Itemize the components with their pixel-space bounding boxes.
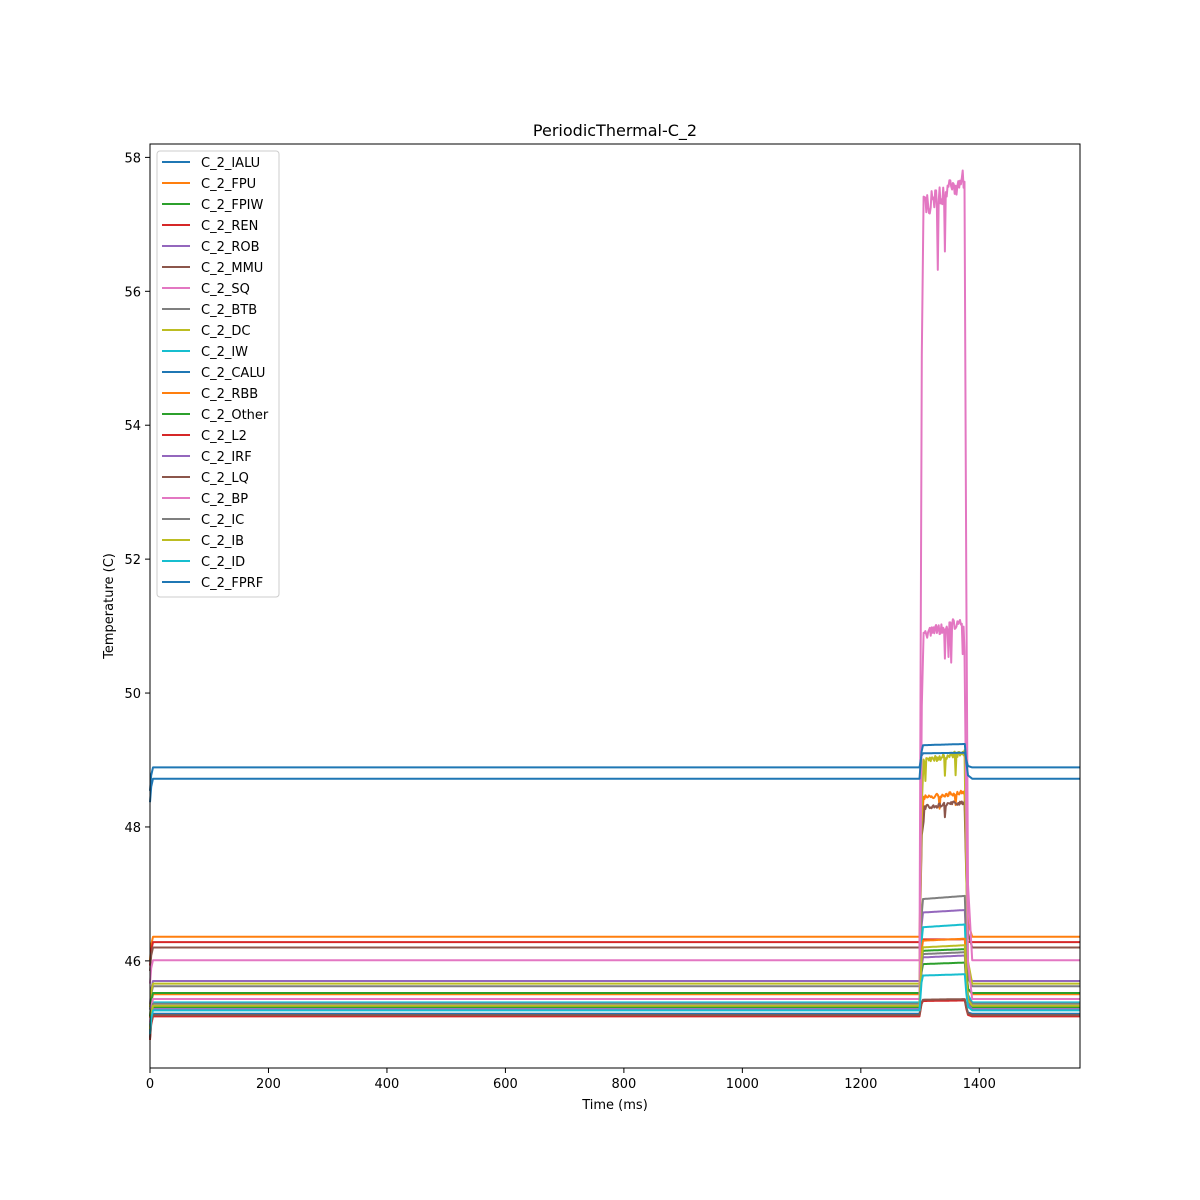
series-line-c-2-rob [149, 909, 1080, 1005]
legend-label: C_2_FPRF [201, 576, 263, 591]
y-tick-label: 48 [124, 821, 141, 836]
series-line-c-2-fprf [149, 743, 1080, 803]
legend-label: C_2_LQ [201, 471, 249, 486]
legend-label: C_2_L2 [201, 429, 247, 444]
x-tick-label: 1400 [963, 1077, 996, 1092]
series-line-c-2-id [149, 973, 1080, 1034]
legend-label: C_2_RBB [201, 387, 258, 402]
series-line-c-2-sq [149, 169, 1080, 984]
legend-label: C_2_BTB [201, 303, 257, 318]
series-line-c-2-irf [149, 954, 1080, 1033]
x-axis-label: Time (ms) [581, 1098, 648, 1113]
series-line-c-2-btb [149, 894, 1080, 1010]
y-tick-label: 56 [124, 285, 141, 300]
legend-label: C_2_Other [201, 408, 269, 423]
legend-label: C_2_IRF [201, 450, 252, 465]
legend: C_2_IALU C_2_FPU C_2_FPIW C_2_REN C_2_ROB C_2… [156, 150, 280, 598]
series-line-c-2-dc [149, 749, 1080, 1008]
x-tick-label: 800 [611, 1077, 636, 1092]
series-line-c-2-ic [149, 951, 1080, 1028]
series-line-c-2-calu [149, 751, 1080, 791]
y-axis: 46 48 50 52 54 56 58 [124, 151, 150, 970]
y-tick-label: 46 [124, 955, 141, 970]
series-line-c-2-fpiw [149, 961, 1080, 1031]
series-line-c-2-rbb [149, 937, 1080, 1018]
plot-lines [149, 169, 1080, 1040]
x-tick-label: 0 [146, 1077, 154, 1092]
legend-label: C_2_DC [201, 324, 250, 339]
series-line-c-2-bp [149, 618, 1080, 1023]
y-tick-label: 58 [124, 151, 141, 166]
y-tick-label: 54 [124, 419, 141, 434]
legend-label: C_2_IW [201, 345, 248, 360]
x-tick-label: 200 [256, 1077, 281, 1092]
plot-frame [149, 143, 1081, 1069]
legend-label: C_2_ID [201, 555, 245, 570]
legend-label: C_2_ROB [201, 240, 260, 255]
series-line-c-2-l2 [149, 999, 1080, 1040]
x-tick-label: 400 [375, 1077, 400, 1092]
legend-label: C_2_REN [201, 219, 258, 234]
legend-label: C_2_IB [201, 534, 244, 549]
y-axis-label: Temperature (C) [102, 553, 117, 660]
legend-label: C_2_SQ [201, 282, 250, 297]
series-line-c-2-ib [149, 944, 1080, 1030]
legend-label: C_2_FPU [201, 177, 256, 192]
legend-label: C_2_IC [201, 513, 244, 528]
legend-label: C_2_BP [201, 492, 248, 507]
y-tick-label: 50 [124, 687, 141, 702]
x-axis: 0 200 400 600 800 1000 1200 1400 [146, 1068, 996, 1092]
series-line-c-2-other [149, 948, 1080, 1017]
series-line-c-2-mmu [149, 800, 1080, 971]
legend-box [156, 150, 280, 598]
legend-label: C_2_CALU [201, 366, 265, 381]
chart-title: PeriodicThermal-C_2 [533, 121, 697, 141]
legend-label: C_2_FPIW [201, 198, 263, 213]
legend-label: C_2_IALU [201, 156, 260, 171]
series-line-c-2-fpu [149, 789, 1080, 961]
legend-label: C_2_MMU [201, 261, 263, 276]
x-tick-label: 1000 [726, 1077, 759, 1092]
x-tick-label: 600 [493, 1077, 518, 1092]
series-line-c-2-iw [149, 923, 1080, 1026]
x-tick-label: 1200 [844, 1077, 877, 1092]
series-line-c-2-lq [149, 998, 1080, 1039]
y-tick-label: 52 [124, 553, 141, 568]
